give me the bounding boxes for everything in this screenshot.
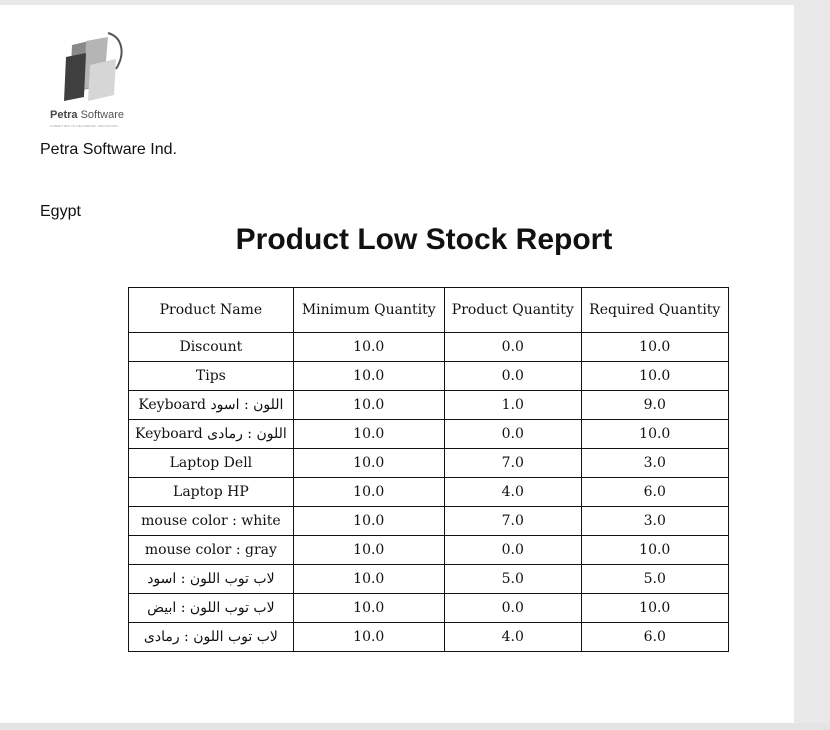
cell-required-quantity: 3.0: [580, 506, 729, 536]
cell-required-quantity: 10.0: [580, 361, 729, 391]
table-header-row: Product Name Minimum Quantity Product Qu…: [128, 287, 729, 333]
table-row: لاب توب اللون : رمادى 10.0 4.0 6.0: [128, 622, 729, 652]
cell-product-name: Keyboard اللون : اسود: [128, 390, 294, 420]
cell-product-quantity: 4.0: [443, 622, 582, 652]
cell-product-name: Keyboard اللون : رمادى: [128, 419, 294, 449]
table-row: Keyboard اللون : رمادى 10.0 0.0 10.0: [128, 419, 729, 449]
header-product-name: Product Name: [128, 287, 294, 333]
cell-required-quantity: 9.0: [580, 390, 729, 420]
table-row: لاب توب اللون : ابيض 10.0 0.0 10.0: [128, 593, 729, 623]
table-row: Tips 10.0 0.0 10.0: [128, 361, 729, 391]
cell-product-quantity: 7.0: [443, 506, 582, 536]
viewer-bottom-edge: [0, 723, 830, 730]
cell-required-quantity: 6.0: [580, 622, 729, 652]
cell-product-name: mouse color : gray: [128, 535, 294, 565]
header-required-quantity: Required Quantity: [580, 287, 729, 333]
table-row: Discount 10.0 0.0 10.0: [128, 332, 729, 362]
cell-minimum-quantity: 10.0: [292, 535, 445, 565]
cell-required-quantity: 10.0: [580, 535, 729, 565]
logo-tagline: COMMITTED TO DELIVERING INNOVATION: [50, 124, 118, 128]
table-row: mouse color : gray 10.0 0.0 10.0: [128, 535, 729, 565]
cell-minimum-quantity: 10.0: [292, 564, 445, 594]
cell-required-quantity: 6.0: [580, 477, 729, 507]
cell-product-name: لاب توب اللون : ابيض: [128, 593, 294, 623]
cell-minimum-quantity: 10.0: [292, 593, 445, 623]
report-page: Petra Software COMMITTED TO DELIVERING I…: [0, 5, 794, 723]
cell-product-name: Tips: [128, 361, 294, 391]
cell-product-name: mouse color : white: [128, 506, 294, 536]
table-row: Laptop HP 10.0 4.0 6.0: [128, 477, 729, 507]
cell-product-quantity: 0.0: [443, 332, 582, 362]
cell-product-name: Laptop HP: [128, 477, 294, 507]
cell-product-quantity: 4.0: [443, 477, 582, 507]
company-country: Egypt: [40, 203, 81, 220]
cell-minimum-quantity: 10.0: [292, 390, 445, 420]
cell-product-quantity: 0.0: [443, 535, 582, 565]
header-product-quantity: Product Quantity: [443, 287, 582, 333]
company-logo: Petra Software COMMITTED TO DELIVERING I…: [46, 29, 142, 129]
cell-required-quantity: 3.0: [580, 448, 729, 478]
table-row: Laptop Dell 10.0 7.0 3.0: [128, 448, 729, 478]
cell-minimum-quantity: 10.0: [292, 506, 445, 536]
report-title: Product Low Stock Report: [235, 223, 613, 256]
cell-product-name: Discount: [128, 332, 294, 362]
cell-product-quantity: 5.0: [443, 564, 582, 594]
cell-product-quantity: 7.0: [443, 448, 582, 478]
cell-product-name: لاب توب اللون : رمادى: [128, 622, 294, 652]
logo-wordmark: Petra Software: [50, 109, 125, 121]
cell-required-quantity: 10.0: [580, 593, 729, 623]
table-row: لاب توب اللون : اسود 10.0 5.0 5.0: [128, 564, 729, 594]
cell-product-quantity: 0.0: [443, 361, 582, 391]
cell-product-quantity: 1.0: [443, 390, 582, 420]
cell-minimum-quantity: 10.0: [292, 419, 445, 449]
logo-emblem-icon: [64, 32, 123, 101]
table-row: Keyboard اللون : اسود 10.0 1.0 9.0: [128, 390, 729, 420]
cell-minimum-quantity: 10.0: [292, 361, 445, 391]
cell-required-quantity: 5.0: [580, 564, 729, 594]
low-stock-table: Product Name Minimum Quantity Product Qu…: [128, 287, 729, 652]
cell-minimum-quantity: 10.0: [292, 332, 445, 362]
cell-product-quantity: 0.0: [443, 419, 582, 449]
cell-product-name: Laptop Dell: [128, 448, 294, 478]
header-minimum-quantity: Minimum Quantity: [292, 287, 445, 333]
table-row: mouse color : white 10.0 7.0 3.0: [128, 506, 729, 536]
cell-minimum-quantity: 10.0: [292, 448, 445, 478]
cell-product-name: لاب توب اللون : اسود: [128, 564, 294, 594]
company-name: Petra Software Ind.: [40, 141, 177, 158]
cell-minimum-quantity: 10.0: [292, 477, 445, 507]
cell-required-quantity: 10.0: [580, 419, 729, 449]
cell-product-quantity: 0.0: [443, 593, 582, 623]
cell-required-quantity: 10.0: [580, 332, 729, 362]
cell-minimum-quantity: 10.0: [292, 622, 445, 652]
